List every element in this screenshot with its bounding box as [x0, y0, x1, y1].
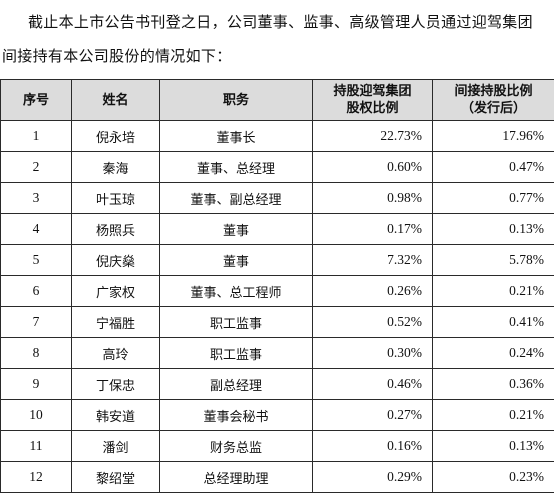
cell-position: 董事、总工程师 [159, 275, 313, 307]
cell-no: 6 [0, 275, 72, 307]
header-no: 序号 [0, 79, 72, 121]
cell-position: 董事、总经理 [159, 151, 313, 183]
cell-no: 10 [0, 399, 72, 431]
cell-no: 1 [0, 120, 72, 152]
cell-position: 总经理助理 [159, 461, 313, 493]
cell-indirect-ratio: 0.21% [432, 399, 554, 431]
cell-indirect-ratio: 0.77% [432, 182, 554, 214]
table-row: 5 倪庆燊 董事 7.32% 5.78% [0, 244, 554, 276]
table-row: 4 杨照兵 董事 0.17% 0.13% [0, 213, 554, 245]
cell-name: 倪永培 [71, 120, 160, 152]
cell-indirect-ratio: 0.13% [432, 213, 554, 245]
table-body: 1 倪永培 董事长 22.73% 17.96% 2 秦海 董事、总经理 0.60% 0.47% 3 叶… [0, 120, 554, 493]
cell-indirect-ratio: 0.47% [432, 151, 554, 183]
cell-group-ratio: 0.46% [312, 368, 433, 400]
cell-indirect-ratio: 0.41% [432, 306, 554, 338]
cell-indirect-ratio: 0.21% [432, 275, 554, 307]
cell-no: 5 [0, 244, 72, 276]
intro-line-2: 间接持有本公司股份的情况如下： [2, 47, 232, 65]
cell-name: 倪庆燊 [71, 244, 160, 276]
cell-position: 董事、副总经理 [159, 182, 313, 214]
header-indirect-ratio: 间接持股比例 （发行后） [432, 79, 554, 121]
cell-name: 高玲 [71, 337, 160, 369]
cell-position: 职工监事 [159, 337, 313, 369]
cell-group-ratio: 0.52% [312, 306, 433, 338]
cell-group-ratio: 0.27% [312, 399, 433, 431]
cell-indirect-ratio: 17.96% [432, 120, 554, 152]
cell-no: 11 [0, 430, 72, 462]
cell-group-ratio: 0.60% [312, 151, 433, 183]
cell-name: 韩安道 [71, 399, 160, 431]
cell-no: 7 [0, 306, 72, 338]
cell-name: 广家权 [71, 275, 160, 307]
header-position: 职务 [159, 79, 313, 121]
cell-position: 董事会秘书 [159, 399, 313, 431]
cell-name: 杨照兵 [71, 213, 160, 245]
cell-name: 秦海 [71, 151, 160, 183]
cell-group-ratio: 7.32% [312, 244, 433, 276]
header-indirect-ratio-line2: （发行后） [460, 101, 526, 116]
cell-position: 董事 [159, 213, 313, 245]
table-row: 1 倪永培 董事长 22.73% 17.96% [0, 120, 554, 152]
cell-group-ratio: 0.30% [312, 337, 433, 369]
table-row: 10 韩安道 董事会秘书 0.27% 0.21% [0, 399, 554, 431]
header-row: 序号 姓名 职务 持股迎驾集团 股权比例 间接持股比例 （发行后） [0, 79, 554, 121]
header-indirect-ratio-line1: 间接持股比例 [454, 84, 533, 99]
header-group-ratio: 持股迎驾集团 股权比例 [312, 79, 433, 121]
cell-no: 8 [0, 337, 72, 369]
cell-group-ratio: 22.73% [312, 120, 433, 152]
table-row: 3 叶玉琼 董事、副总经理 0.98% 0.77% [0, 182, 554, 214]
shareholding-table: 序号 姓名 职务 持股迎驾集团 股权比例 间接持股比例 （发行后） 1 倪永培 董事… [0, 79, 554, 493]
cell-position: 董事长 [159, 120, 313, 152]
cell-position: 职工监事 [159, 306, 313, 338]
cell-position: 副总经理 [159, 368, 313, 400]
cell-name: 叶玉琼 [71, 182, 160, 214]
table-header: 序号 姓名 职务 持股迎驾集团 股权比例 间接持股比例 （发行后） [0, 79, 554, 121]
table-row: 11 潘剑 财务总监 0.16% 0.13% [0, 430, 554, 462]
cell-indirect-ratio: 5.78% [432, 244, 554, 276]
cell-no: 12 [0, 461, 72, 493]
cell-indirect-ratio: 0.36% [432, 368, 554, 400]
table-row: 2 秦海 董事、总经理 0.60% 0.47% [0, 151, 554, 183]
cell-position: 董事 [159, 244, 313, 276]
cell-group-ratio: 0.17% [312, 213, 433, 245]
cell-name: 丁保忠 [71, 368, 160, 400]
cell-indirect-ratio: 0.24% [432, 337, 554, 369]
header-group-ratio-line1: 持股迎驾集团 [333, 84, 412, 99]
cell-no: 4 [0, 213, 72, 245]
cell-indirect-ratio: 0.13% [432, 430, 554, 462]
table-row: 6 广家权 董事、总工程师 0.26% 0.21% [0, 275, 554, 307]
cell-group-ratio: 0.16% [312, 430, 433, 462]
table-row: 8 高玲 职工监事 0.30% 0.24% [0, 337, 554, 369]
header-group-ratio-line2: 股权比例 [346, 101, 399, 116]
cell-no: 9 [0, 368, 72, 400]
cell-no: 3 [0, 182, 72, 214]
table-row: 12 黎绍堂 总经理助理 0.29% 0.23% [0, 461, 554, 493]
cell-group-ratio: 0.98% [312, 182, 433, 214]
intro-line-1: 截止本上市公告书刊登之日，公司董事、监事、高级管理人员通过迎驾集团 [28, 13, 533, 31]
cell-name: 潘剑 [71, 430, 160, 462]
cell-position: 财务总监 [159, 430, 313, 462]
cell-name: 宁福胜 [71, 306, 160, 338]
table-row: 7 宁福胜 职工监事 0.52% 0.41% [0, 306, 554, 338]
cell-group-ratio: 0.29% [312, 461, 433, 493]
cell-indirect-ratio: 0.23% [432, 461, 554, 493]
cell-no: 2 [0, 151, 72, 183]
cell-name: 黎绍堂 [71, 461, 160, 493]
table-row: 9 丁保忠 副总经理 0.46% 0.36% [0, 368, 554, 400]
cell-group-ratio: 0.26% [312, 275, 433, 307]
header-name: 姓名 [71, 79, 160, 121]
